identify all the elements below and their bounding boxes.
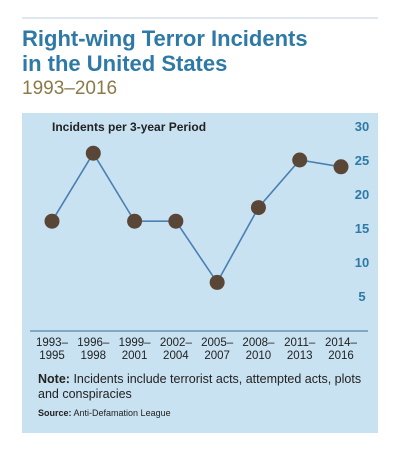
title-line-1: Right-wing Terror Incidents: [22, 26, 308, 51]
y-tick-label: 20: [355, 187, 369, 202]
data-point: [292, 152, 308, 168]
x-tick-label: 1993– 1995: [36, 337, 69, 362]
data-point: [209, 274, 225, 290]
y-axis-label: Incidents per 3-year Period: [52, 120, 206, 134]
x-tick-label: 2011– 2013: [284, 337, 316, 362]
chart-panel: [22, 113, 378, 433]
data-point: [127, 213, 143, 229]
data-point: [333, 159, 349, 175]
x-tick-label: 1996– 1998: [77, 337, 110, 362]
source-text: Anti-Defamation League: [73, 408, 171, 418]
chart-subtitle: 1993–2016: [22, 78, 118, 99]
note-text: Incidents include terrorist acts, attemp…: [38, 372, 362, 401]
chart-source: Source: Anti-Defamation League: [38, 408, 171, 418]
x-tick-label: 2008– 2010: [242, 337, 275, 362]
y-tick-label: 15: [355, 221, 369, 236]
y-tick-label: 30: [355, 119, 369, 134]
x-tick-label: 1999– 2001: [119, 337, 152, 362]
y-tick-label: 25: [355, 153, 369, 168]
data-point: [168, 213, 184, 229]
note-label: Note:: [38, 372, 70, 386]
chart-note: Note: Incidents include terrorist acts, …: [38, 372, 368, 402]
source-label: Source:: [38, 408, 72, 418]
y-tick-label: 5: [358, 289, 365, 304]
data-point: [85, 145, 101, 161]
data-point: [250, 200, 266, 216]
series-line: [51, 151, 342, 284]
y-tick-label: 10: [355, 255, 369, 270]
top-rule: [22, 17, 378, 19]
x-tick-label: 2005– 2007: [201, 337, 234, 362]
title-line-2: in the United States: [22, 51, 228, 76]
x-tick-label: 2014– 2016: [325, 337, 358, 362]
x-tick-label: 2002– 2004: [160, 337, 193, 362]
chart-title: Right-wing Terror Incidents in the Unite…: [22, 26, 378, 76]
data-point: [44, 213, 60, 229]
